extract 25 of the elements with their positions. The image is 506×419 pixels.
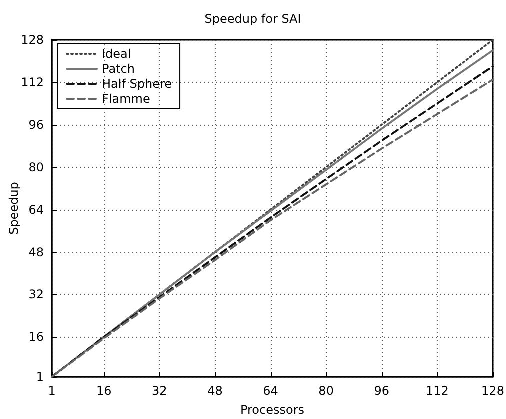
legend-label: Half Sphere [102,77,172,91]
x-axis-title: Processors [240,403,305,417]
y-tick-label: 64 [28,202,44,217]
x-tick-label: 64 [263,384,278,398]
x-tick-label: 32 [152,384,168,398]
y-tick-label: 48 [28,245,44,260]
x-tick-label: 48 [208,384,223,398]
x-tick-label: 80 [318,384,334,398]
y-tick-label: 80 [28,160,44,174]
x-tick-label: 128 [482,384,504,398]
x-tick-label: 16 [96,384,112,398]
y-axis-title: Speedup [7,182,21,235]
y-tick-label: 32 [28,288,44,302]
y-tick-label: 96 [28,118,44,132]
y-tick-label: 128 [21,33,44,47]
x-tick-label: 112 [426,384,449,398]
x-tick-label: 96 [374,384,390,398]
y-tick-label: 1 [36,370,44,384]
legend-label: Ideal [102,47,132,61]
legend-label: Flamme [102,92,150,106]
chart-title: Speedup for SAI [204,12,302,26]
legend-label: Patch [102,62,135,76]
x-tick-label: 1 [48,384,56,398]
y-tick-label: 16 [28,330,44,344]
y-tick-label: 112 [21,75,44,90]
